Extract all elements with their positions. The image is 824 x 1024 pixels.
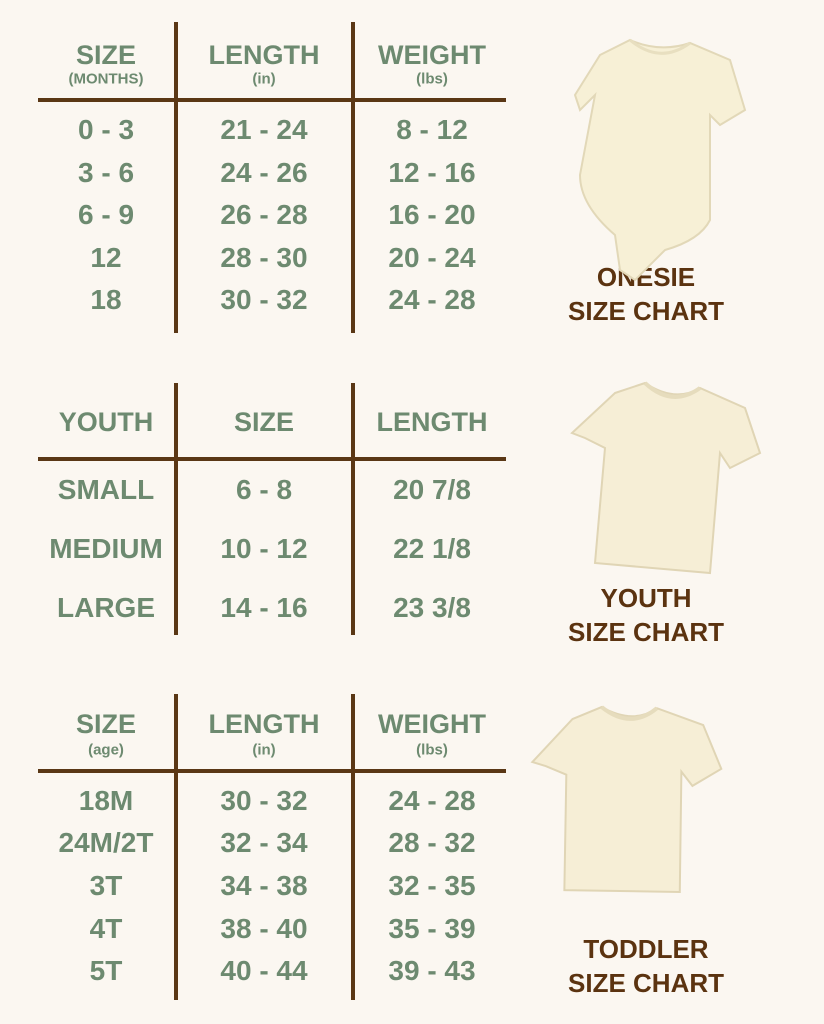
table-cell: 8 - 12 — [396, 114, 468, 145]
column-unit: (in) — [252, 70, 276, 88]
table-cell: 26 - 28 — [220, 199, 308, 230]
table-cell: 23 3/8 — [393, 592, 471, 623]
column-header: WEIGHT — [378, 709, 486, 739]
table-cell: 18M — [78, 785, 134, 816]
table-cell: 12 - 16 — [388, 157, 476, 188]
header-divider — [38, 98, 506, 102]
table-cell: 14 - 16 — [220, 592, 308, 623]
table-cell: 16 - 20 — [388, 199, 476, 230]
table-cell: 28 - 30 — [220, 242, 308, 273]
column-unit: (MONTHS) — [68, 70, 144, 88]
table-cell: 0 - 3 — [77, 114, 135, 145]
table-cell: 32 - 34 — [220, 827, 308, 858]
table-cell: 6 - 9 — [77, 199, 135, 230]
column-unit: (in) — [252, 741, 276, 759]
column-divider — [174, 383, 178, 635]
column-header: SIZE — [75, 709, 136, 739]
caption: YOUTH SIZE CHART — [526, 581, 766, 649]
column-divider — [174, 22, 178, 333]
table-cell: 24 - 28 — [388, 284, 476, 315]
caption-line: SIZE CHART — [568, 968, 724, 998]
table-cell: 10 - 12 — [220, 533, 308, 564]
table-cell: 24M/2T — [58, 827, 154, 858]
table-cell: 34 - 38 — [220, 870, 308, 901]
column-header: YOUTH — [58, 407, 154, 437]
table-cell: 22 1/8 — [393, 533, 471, 564]
table-cell: 39 - 43 — [388, 955, 476, 986]
table-cell: 3 - 6 — [77, 157, 135, 188]
header-divider — [38, 457, 506, 461]
caption-line: YOUTH — [600, 583, 692, 613]
tshirt-image — [530, 705, 723, 894]
column-header: LENGTH — [208, 709, 320, 739]
column-divider — [351, 383, 355, 635]
table-cell: 30 - 32 — [220, 785, 308, 816]
table-cell: LARGE — [57, 592, 155, 623]
table-cell: 38 - 40 — [220, 913, 308, 944]
column-header: SIZE — [75, 40, 136, 70]
caption-line: TODDLER — [583, 934, 709, 964]
column-divider — [351, 22, 355, 333]
column-unit: (lbs) — [416, 70, 448, 88]
table-cell: MEDIUM — [49, 533, 163, 564]
caption-line: SIZE CHART — [568, 296, 724, 326]
column-header: WEIGHT — [378, 40, 486, 70]
table-cell: 40 - 44 — [220, 955, 308, 986]
header-divider — [38, 769, 506, 773]
table-cell: 35 - 39 — [388, 913, 476, 944]
table-cell: 28 - 32 — [388, 827, 476, 858]
table-cell: 4T — [89, 913, 123, 944]
table-cell: 3T — [89, 870, 123, 901]
column-header: LENGTH — [376, 407, 488, 437]
column-divider — [174, 694, 178, 1000]
caption: TODDLER SIZE CHART — [526, 932, 766, 1000]
column-header: LENGTH — [208, 40, 320, 70]
column-divider — [351, 694, 355, 1000]
caption-line: SIZE CHART — [568, 617, 724, 647]
onesie-image — [573, 38, 747, 282]
column-unit: (lbs) — [416, 741, 448, 759]
table-cell: 5T — [89, 955, 123, 986]
table-cell: 20 - 24 — [388, 242, 476, 273]
table-cell: 30 - 32 — [220, 284, 308, 315]
table-cell: 21 - 24 — [220, 114, 308, 145]
tshirt-image — [570, 381, 762, 575]
table-cell: SMALL — [57, 474, 155, 505]
table-cell: 20 7/8 — [393, 474, 471, 505]
column-unit: (age) — [88, 741, 124, 759]
column-header: SIZE — [233, 407, 294, 437]
table-cell: 24 - 28 — [388, 785, 476, 816]
table-cell: 12 — [90, 242, 122, 273]
table-cell: 6 - 8 — [235, 474, 293, 505]
table-cell: 18 — [90, 284, 122, 315]
table-cell: 24 - 26 — [220, 157, 308, 188]
table-cell: 32 - 35 — [388, 870, 476, 901]
